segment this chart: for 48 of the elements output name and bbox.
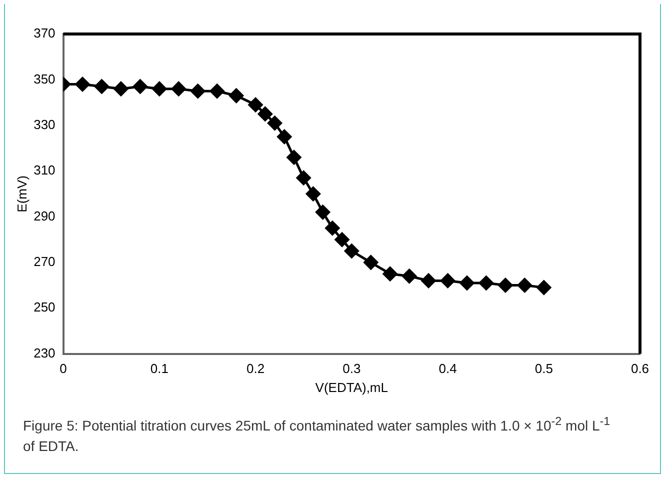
point bbox=[306, 186, 320, 202]
point bbox=[344, 244, 359, 258]
y-axis-title: E(mV) bbox=[14, 175, 30, 212]
y-tick-label: 250 bbox=[34, 300, 56, 315]
y-tick-label: 290 bbox=[34, 208, 56, 224]
y-tick-label: 350 bbox=[34, 71, 56, 86]
point bbox=[498, 278, 513, 293]
x-tick-label: 0.2 bbox=[246, 361, 265, 376]
point bbox=[152, 82, 167, 96]
point bbox=[382, 266, 398, 282]
point bbox=[460, 276, 474, 290]
point bbox=[94, 79, 109, 94]
x-tick-label: 0.4 bbox=[438, 361, 457, 376]
point bbox=[296, 170, 311, 186]
point bbox=[210, 84, 224, 98]
point bbox=[402, 268, 417, 284]
point bbox=[114, 82, 128, 96]
point bbox=[268, 116, 282, 130]
point bbox=[75, 77, 90, 92]
point bbox=[248, 98, 263, 112]
point bbox=[478, 276, 494, 290]
x-axis-title: V(EDTA),mL bbox=[315, 380, 388, 395]
text: Figure 5: Potential titration curves 25mL of contaminated water samples with 1.0 × 10$^{-2}$ mol L$^{-1}$ of EDTA. bbox=[23, 415, 610, 454]
point bbox=[229, 88, 244, 103]
y-tick-label: 310 bbox=[34, 162, 56, 178]
point bbox=[325, 220, 340, 236]
point bbox=[536, 280, 552, 295]
y-tick-label: 230 bbox=[34, 345, 56, 360]
x-tick-label: 0 bbox=[60, 361, 67, 376]
y-tick-label: 370 bbox=[34, 26, 56, 41]
point bbox=[171, 82, 186, 96]
point bbox=[517, 278, 532, 293]
point bbox=[286, 150, 302, 165]
point bbox=[364, 255, 378, 270]
x-tick-label: 0.6 bbox=[630, 361, 650, 376]
point bbox=[440, 273, 456, 288]
x-tick-label: 0.3 bbox=[342, 361, 361, 376]
point bbox=[421, 273, 436, 288]
point bbox=[277, 130, 292, 144]
y-tick-label: 270 bbox=[34, 254, 56, 270]
x-tick-label: 0.5 bbox=[534, 361, 553, 376]
point bbox=[132, 79, 148, 94]
point bbox=[258, 106, 272, 122]
y-tick-label: 330 bbox=[34, 116, 56, 132]
point bbox=[334, 232, 350, 247]
point bbox=[316, 204, 330, 220]
x-tick-label: 0.1 bbox=[150, 361, 168, 376]
point bbox=[190, 84, 206, 98]
